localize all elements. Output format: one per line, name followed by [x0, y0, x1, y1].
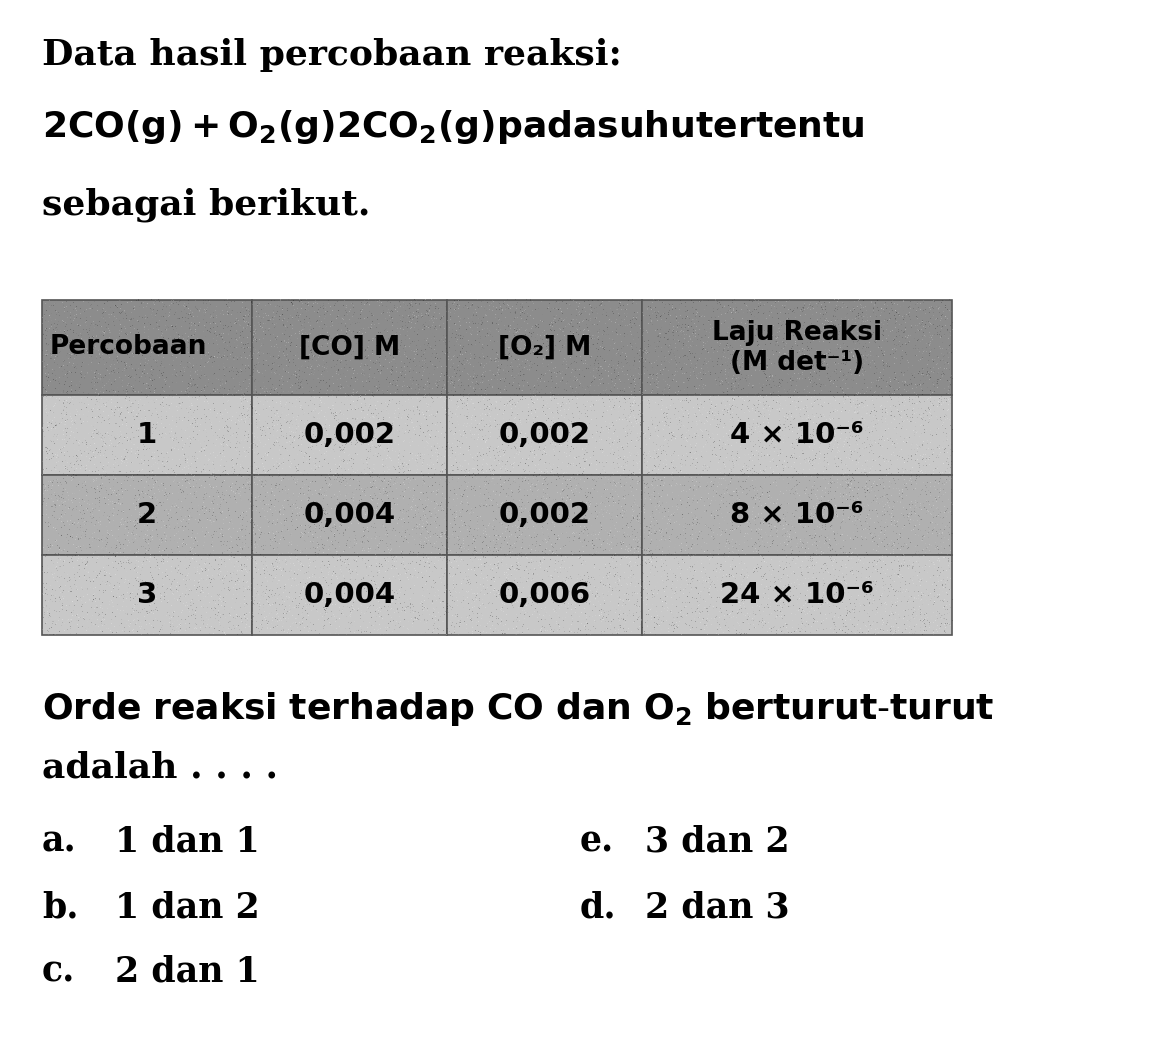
- Text: sebagai berikut.: sebagai berikut.: [42, 188, 371, 223]
- Bar: [42, 555, 252, 635]
- Text: 8 × 10⁻⁶: 8 × 10⁻⁶: [730, 501, 863, 529]
- Bar: [252, 475, 447, 555]
- Bar: [447, 555, 641, 635]
- Text: 2: 2: [137, 501, 157, 529]
- Text: b.: b.: [42, 890, 79, 924]
- Bar: [641, 555, 952, 635]
- Bar: [252, 300, 447, 395]
- Text: 0,004: 0,004: [303, 581, 395, 609]
- Bar: [641, 300, 952, 395]
- Bar: [42, 300, 252, 395]
- Text: 0,006: 0,006: [498, 581, 590, 609]
- Text: adalah . . . .: adalah . . . .: [42, 750, 278, 784]
- Bar: [447, 475, 641, 555]
- Bar: [447, 395, 641, 475]
- Bar: [252, 555, 447, 635]
- Text: [O₂] M: [O₂] M: [497, 334, 591, 361]
- Bar: [252, 475, 447, 555]
- Text: 1: 1: [137, 421, 157, 449]
- Bar: [252, 555, 447, 635]
- Text: $\mathbf{Orde\ reaksi\ terhadap\ CO\ dan\ O_2\ berturut\text{-}turut}$: $\mathbf{Orde\ reaksi\ terhadap\ CO\ dan…: [42, 690, 995, 728]
- Bar: [447, 300, 641, 395]
- Bar: [641, 395, 952, 475]
- Text: 1 dan 2: 1 dan 2: [115, 890, 260, 924]
- Bar: [641, 555, 952, 635]
- Bar: [641, 395, 952, 475]
- Bar: [641, 475, 952, 555]
- Text: c.: c.: [42, 956, 76, 989]
- Text: 0,002: 0,002: [498, 421, 590, 449]
- Bar: [42, 475, 252, 555]
- Bar: [447, 395, 641, 475]
- Text: Data hasil percobaan reaksi:: Data hasil percobaan reaksi:: [42, 38, 622, 72]
- Bar: [447, 555, 641, 635]
- Text: 3: 3: [137, 581, 157, 609]
- Bar: [641, 300, 952, 395]
- Text: [CO] M: [CO] M: [299, 334, 400, 361]
- Text: 4 × 10⁻⁶: 4 × 10⁻⁶: [730, 421, 863, 449]
- Bar: [447, 300, 641, 395]
- Bar: [252, 395, 447, 475]
- Text: e.: e.: [580, 825, 615, 859]
- Text: 0,002: 0,002: [303, 421, 395, 449]
- Text: $\mathbf{2CO(}$$\mathit{\mathbf{g}}$$\mathbf{) + O_2(}$$\mathit{\mathbf{g}}$$\ma: $\mathbf{2CO(}$$\mathit{\mathbf{g}}$$\ma…: [42, 108, 865, 146]
- Text: 3 dan 2: 3 dan 2: [645, 825, 790, 859]
- Bar: [42, 395, 252, 475]
- Bar: [42, 395, 252, 475]
- Bar: [42, 475, 252, 555]
- Text: 2 dan 3: 2 dan 3: [645, 890, 790, 924]
- Text: Percobaan: Percobaan: [50, 334, 207, 361]
- Bar: [252, 395, 447, 475]
- Bar: [42, 300, 252, 395]
- Text: 2 dan 1: 2 dan 1: [115, 956, 260, 989]
- Bar: [447, 475, 641, 555]
- Bar: [252, 300, 447, 395]
- Text: 0,002: 0,002: [498, 501, 590, 529]
- Text: 1 dan 1: 1 dan 1: [115, 825, 260, 859]
- Bar: [641, 475, 952, 555]
- Text: a.: a.: [42, 825, 77, 859]
- Text: 0,004: 0,004: [303, 501, 395, 529]
- Text: 24 × 10⁻⁶: 24 × 10⁻⁶: [720, 581, 874, 609]
- Text: d.: d.: [580, 890, 617, 924]
- Text: Laju Reaksi
(M det⁻¹): Laju Reaksi (M det⁻¹): [712, 320, 882, 375]
- Bar: [42, 555, 252, 635]
